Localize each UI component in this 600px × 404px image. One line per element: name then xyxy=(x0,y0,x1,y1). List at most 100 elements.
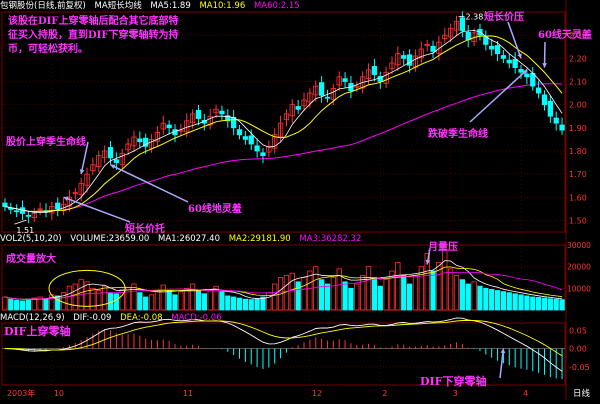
vol-ma2: MA2:29181.90 xyxy=(228,234,291,244)
macd-title: MACD(12,26,9) xyxy=(0,313,65,323)
price-header: 包钢股份(日线,前复权) MA短长均线 MA5:1.89 MA10:1.96 M… xyxy=(0,0,306,12)
volume-bar xyxy=(160,284,166,311)
time-tick-label: 2003年 xyxy=(7,388,35,398)
volume-bar xyxy=(96,290,102,311)
candle-body xyxy=(49,206,55,214)
volume-bar xyxy=(172,294,178,311)
volume-tick-label: 30000 xyxy=(567,241,591,250)
volume-bar xyxy=(25,298,32,311)
candle-body xyxy=(248,135,254,145)
volume-bar xyxy=(383,279,389,311)
annotation-arrowhead xyxy=(425,259,431,265)
candle-body xyxy=(436,41,442,54)
volume-bar xyxy=(84,281,90,311)
annotation-ma60-dead: 60线天灵盖 xyxy=(538,30,592,41)
volume-bar xyxy=(195,290,202,311)
candle-body xyxy=(541,94,548,106)
time-tick-label: 12 xyxy=(312,389,322,398)
ma5-line xyxy=(4,30,563,213)
volume-bar xyxy=(43,298,49,311)
candle-body xyxy=(395,53,401,66)
volume-bar xyxy=(301,277,307,311)
volume-bar xyxy=(541,297,548,311)
candle-body xyxy=(195,110,202,119)
candle-body xyxy=(418,48,424,59)
candle-body xyxy=(236,129,243,136)
candle-body xyxy=(295,106,301,110)
macd-tick-label: 0.00 xyxy=(569,345,587,354)
macd-layer xyxy=(2,317,565,380)
annotation-ma60-gold: 60线地灵羞 xyxy=(188,204,242,215)
stock-name: 包钢股份(日线,前复权) xyxy=(0,1,86,11)
annotation-arrowhead xyxy=(79,169,85,175)
volume-bar xyxy=(102,285,108,311)
volume-bar xyxy=(506,292,512,311)
volume-highlight-ellipse xyxy=(48,269,126,307)
candle-body xyxy=(213,108,219,114)
candle-body xyxy=(225,115,231,122)
time-tick-label: 4 xyxy=(523,389,528,398)
volume-bar xyxy=(418,266,424,311)
price-tick-label: 1.70 xyxy=(569,170,587,179)
candle-body xyxy=(535,87,542,94)
annotation-support: 短长价托 xyxy=(125,224,165,235)
candle-body xyxy=(254,145,260,152)
ma10-line xyxy=(4,35,563,213)
volume-bar xyxy=(166,290,172,311)
volume-bar xyxy=(324,283,331,311)
volume-bar xyxy=(412,274,419,311)
candle-body xyxy=(96,155,102,168)
candle-body xyxy=(389,62,395,70)
annotation-cross-up: 股价上穿季生命线 xyxy=(6,137,86,148)
candle-body xyxy=(524,73,530,78)
volume-bar xyxy=(371,277,378,311)
low-marker-label: 1.51 xyxy=(16,226,34,235)
candle-body xyxy=(14,210,20,213)
volume-bar xyxy=(225,295,231,311)
candle-body xyxy=(66,196,73,207)
candle-body xyxy=(78,182,84,195)
candle-body xyxy=(289,104,295,117)
volume-tick-label: 20000 xyxy=(567,263,591,272)
candle-body xyxy=(55,202,61,210)
volume-bar xyxy=(530,296,536,311)
annotation-arrow xyxy=(80,141,89,175)
candle-body xyxy=(483,36,489,45)
ma60-value: MA60:2.15 xyxy=(253,1,300,11)
volume-bar xyxy=(395,261,401,311)
price-tick-label: 1.80 xyxy=(569,147,587,156)
volume-bar xyxy=(55,295,61,311)
volume-bar xyxy=(31,297,37,311)
candle-body xyxy=(148,138,155,149)
volume-bar xyxy=(231,296,237,311)
annotation-arrowhead xyxy=(110,164,116,169)
vol-ma3: MA3:36282.32 xyxy=(299,234,362,244)
volume-bar xyxy=(219,291,225,311)
annotation-arrow xyxy=(507,21,522,59)
volume-bar xyxy=(483,287,489,311)
candle-body xyxy=(324,96,331,99)
macd-dif: DIF:-0.09 xyxy=(73,313,112,323)
candle-body xyxy=(360,76,366,89)
price-tick-label: 2.20 xyxy=(569,54,587,63)
volume-bar xyxy=(213,285,219,311)
annotation-arrow xyxy=(469,69,528,123)
volume-bar xyxy=(524,295,530,311)
volume-bar xyxy=(459,279,465,311)
volume-bar xyxy=(272,283,278,311)
candle-body xyxy=(354,85,360,88)
annotation-dif-down: DIF下穿零轴 xyxy=(420,375,487,388)
volume-bar xyxy=(254,298,260,311)
volume-bar xyxy=(178,291,184,311)
dif-line xyxy=(4,317,563,372)
volume-bar xyxy=(137,292,143,311)
axis-layer: 1.50 1.60 1.70 1.80 1.90 2.00 2.10 2.20 2.30 1000… xyxy=(7,31,591,399)
dea-line xyxy=(4,319,563,357)
candle-body xyxy=(277,122,284,137)
volume-bar xyxy=(277,277,284,311)
ma10-value: MA10:1.96 xyxy=(199,1,246,11)
volume-layer xyxy=(2,248,565,311)
candle-body xyxy=(2,202,8,207)
